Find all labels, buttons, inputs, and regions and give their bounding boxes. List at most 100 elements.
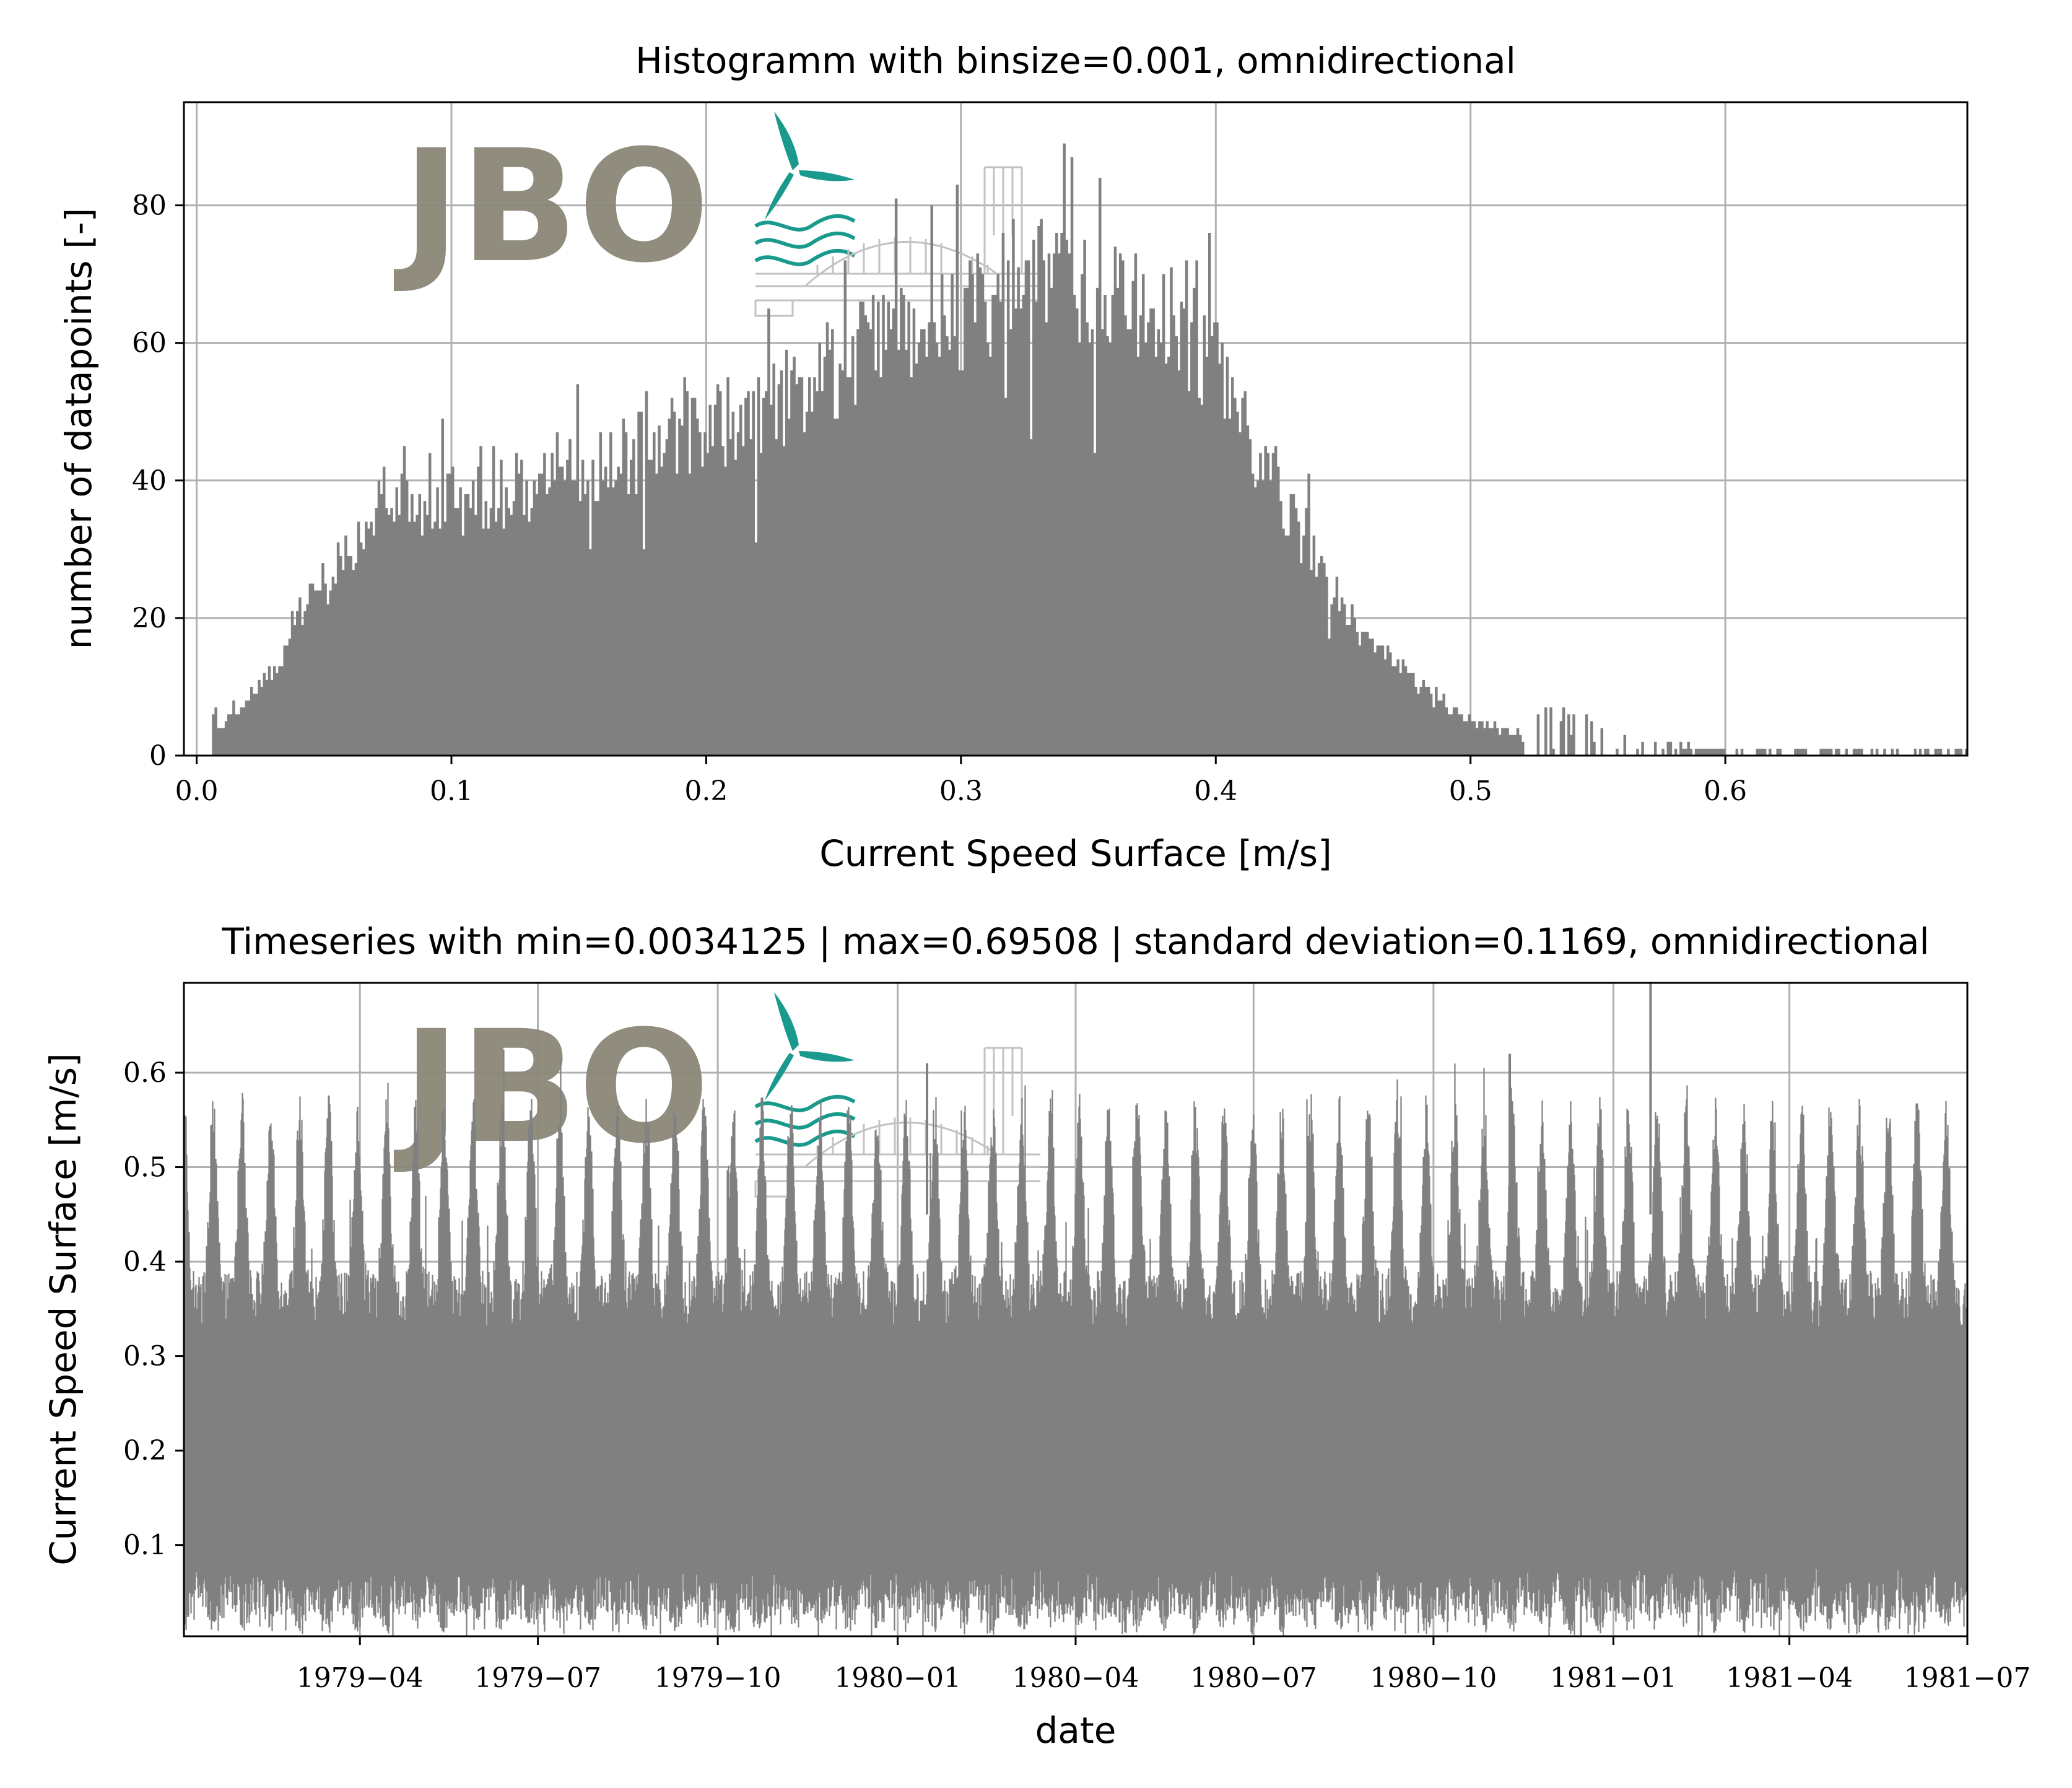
histogram-bar	[247, 700, 251, 756]
histogram-bar	[1585, 714, 1588, 756]
histogram-bar	[1799, 748, 1802, 756]
turbine-blade-icon	[765, 1053, 794, 1101]
histogram-bar	[1099, 178, 1102, 756]
histogram-bar	[469, 508, 472, 756]
histogram-bar	[1376, 645, 1379, 756]
histogram-bar	[541, 473, 544, 756]
histogram-bar	[1254, 487, 1257, 756]
histogram-bar	[736, 432, 740, 756]
histogram-bar	[1180, 302, 1183, 756]
histogram-bar	[448, 473, 452, 756]
histogram-x-tick-label: 0.2	[684, 775, 728, 807]
histogram-bar	[843, 260, 847, 756]
histogram-bar	[1035, 302, 1038, 756]
histogram-bar	[1373, 652, 1377, 756]
histogram-bar	[1129, 329, 1132, 756]
histogram-bar	[1964, 748, 1968, 756]
histogram-bar	[785, 349, 788, 756]
histogram-bar	[925, 356, 928, 756]
histogram-bar	[1218, 364, 1221, 756]
histogram-bar	[1070, 157, 1074, 756]
histogram-bar	[1351, 604, 1354, 756]
histogram-bar	[1483, 728, 1486, 756]
histogram-bar	[991, 294, 995, 756]
histogram-bar	[1720, 748, 1723, 756]
histogram-bar	[1213, 322, 1216, 756]
histogram-bar	[699, 432, 702, 756]
histogram-bar	[492, 446, 495, 756]
histogram-bar	[808, 377, 811, 756]
histogram-bar	[1559, 721, 1563, 756]
histogram-bar	[1702, 748, 1705, 756]
histogram-bar	[1320, 556, 1323, 756]
timeseries-x-axis-label: date	[1035, 1709, 1117, 1751]
histogram-bar	[1111, 294, 1115, 756]
histogram-bar	[441, 418, 445, 756]
histogram-bar	[408, 521, 411, 756]
histogram-bar	[1717, 748, 1721, 756]
histogram-bar	[1947, 748, 1950, 756]
histogram-bar	[894, 198, 898, 756]
histogram-bar	[1261, 480, 1265, 756]
histogram-bar	[237, 714, 240, 756]
histogram-bar	[1669, 741, 1673, 756]
histogram-bar	[693, 398, 697, 756]
histogram-bar	[535, 494, 539, 756]
histogram-bar	[1297, 521, 1300, 756]
histogram-bar	[1095, 287, 1099, 756]
histogram-bar	[1042, 260, 1046, 756]
histogram-bar	[1504, 728, 1507, 756]
histogram-bar	[230, 714, 233, 756]
histogram-bar	[1073, 294, 1076, 756]
histogram-bar	[604, 466, 607, 756]
histogram-bar	[365, 521, 368, 756]
histogram-bar	[1567, 714, 1570, 756]
histogram-bar	[617, 466, 620, 756]
histogram-bar	[1491, 728, 1494, 756]
histogram-bar	[996, 274, 999, 756]
histogram-bar	[502, 528, 505, 756]
histogram-bar	[1340, 597, 1344, 756]
histogram-bar	[306, 604, 309, 756]
histogram-bar	[790, 370, 793, 756]
histogram-bar	[219, 728, 223, 756]
turbine-blade-icon	[774, 111, 799, 170]
histogram-x-axis-label: Current Speed Surface [m/s]	[819, 832, 1331, 874]
histogram-bar	[1735, 748, 1739, 756]
histogram-bar	[681, 425, 684, 756]
timeseries-x-tick-label: 1981−01	[1550, 1662, 1677, 1694]
histogram-bar	[1536, 714, 1540, 756]
histogram-bar	[405, 480, 409, 756]
histogram-bar	[1323, 563, 1326, 756]
histogram-bar	[978, 267, 982, 756]
histogram-bar	[724, 466, 727, 756]
histogram-bar	[729, 439, 732, 756]
histogram-bar	[474, 515, 477, 756]
histogram-bar	[1417, 694, 1420, 756]
histogram-bar	[1234, 398, 1237, 756]
histogram-bar	[1819, 748, 1822, 756]
histogram-bar	[721, 446, 725, 756]
histogram-bar	[1136, 356, 1140, 756]
histogram-bar	[270, 679, 274, 756]
histogram-bar	[1208, 233, 1211, 756]
histogram-bar	[1294, 508, 1298, 756]
histogram-bar	[1412, 673, 1415, 756]
histogram-x-tick-label: 0.5	[1449, 775, 1492, 807]
histogram-bar	[253, 694, 256, 756]
timeseries-title: Timeseries with min=0.0034125 | max=0.69…	[221, 920, 1929, 962]
histogram-bar	[1205, 356, 1209, 756]
histogram-bar	[609, 432, 612, 756]
histogram-bar	[1236, 411, 1239, 756]
histogram-bar	[1391, 666, 1395, 756]
histogram-bar	[614, 480, 617, 756]
histogram-bar	[265, 679, 269, 756]
histogram-bar	[1058, 253, 1061, 756]
histogram-bar	[494, 521, 498, 756]
timeseries-y-tick-label: 0.4	[123, 1246, 167, 1278]
histogram-bar	[1225, 356, 1229, 756]
histogram-bar	[1845, 748, 1848, 756]
histogram-bar	[342, 570, 345, 756]
histogram-bar	[1473, 721, 1476, 756]
histogram-bar	[1346, 625, 1349, 756]
